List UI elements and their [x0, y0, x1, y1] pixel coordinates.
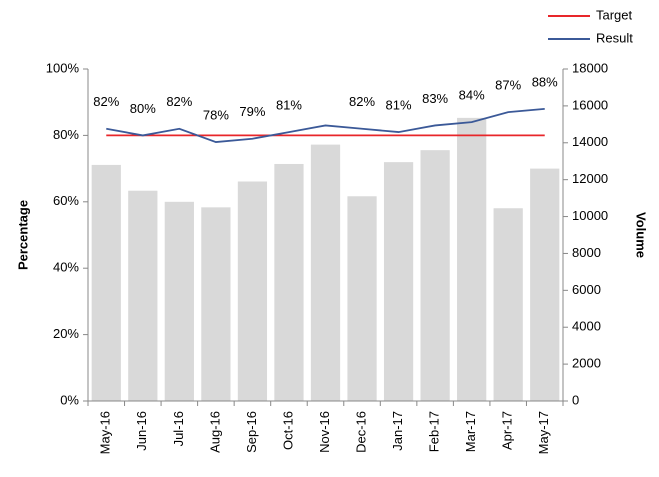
data-label: 78%	[203, 107, 229, 122]
y2-tick-label: 6000	[572, 282, 601, 297]
bar	[420, 150, 450, 401]
bar	[493, 208, 523, 401]
y2-tick-label: 10000	[572, 208, 608, 223]
bar	[530, 168, 560, 401]
y2-tick-label: 0	[572, 392, 579, 407]
bar	[91, 164, 121, 401]
x-tick-label: Dec-16	[353, 411, 368, 453]
y-tick-label: 0%	[60, 392, 79, 407]
data-label: 80%	[130, 101, 156, 116]
bar	[274, 163, 304, 401]
y2-tick-label: 18000	[572, 60, 608, 75]
legend-label: Result	[596, 30, 633, 45]
y2-tick-label: 12000	[572, 171, 608, 186]
y-tick-label: 80%	[53, 127, 79, 142]
x-tick-label: May-16	[98, 411, 113, 454]
x-tick-label: Feb-17	[427, 411, 442, 452]
x-tick-label: May-17	[536, 411, 551, 454]
y2-tick-label: 4000	[572, 319, 601, 334]
x-tick-label: Jun-16	[134, 411, 149, 451]
data-label: 87%	[495, 78, 521, 93]
bar	[164, 201, 194, 401]
bar	[128, 190, 158, 401]
y-axis-title: Percentage	[15, 200, 30, 270]
y-tick-label: 40%	[53, 260, 79, 275]
x-tick-label: Aug-16	[207, 411, 222, 453]
data-label: 79%	[239, 104, 265, 119]
y2-axis-title: Volume	[634, 212, 649, 258]
data-label: 84%	[459, 88, 485, 103]
data-label: 81%	[276, 98, 302, 113]
data-label: 83%	[422, 91, 448, 106]
y2-tick-label: 2000	[572, 356, 601, 371]
y2-tick-label: 16000	[572, 97, 608, 112]
x-tick-label: Jan-17	[390, 411, 405, 451]
data-label: 82%	[93, 94, 119, 109]
line-series	[106, 107, 545, 143]
bar	[457, 117, 487, 401]
y-tick-label: 60%	[53, 193, 79, 208]
data-label: 81%	[386, 98, 412, 113]
x-tick-label: Mar-17	[463, 411, 478, 452]
x-tick-label: Jul-16	[171, 411, 186, 446]
x-tick-label: Oct-16	[280, 411, 295, 450]
data-label: 88%	[532, 74, 558, 89]
data-label: 82%	[166, 94, 192, 109]
y-tick-label: 100%	[46, 60, 80, 75]
data-label: 82%	[349, 94, 375, 109]
y2-tick-label: 14000	[572, 134, 608, 149]
bar	[383, 162, 414, 401]
x-tick-label: Nov-16	[317, 411, 332, 453]
bar	[347, 196, 377, 401]
y-tick-label: 20%	[53, 326, 79, 341]
bar	[237, 181, 268, 401]
x-tick-label: Apr-17	[500, 411, 515, 450]
legend-label: Target	[596, 7, 633, 22]
y2-tick-label: 8000	[572, 245, 601, 260]
x-tick-label: Sep-16	[244, 411, 259, 453]
bar	[310, 144, 341, 401]
bar	[201, 207, 231, 401]
